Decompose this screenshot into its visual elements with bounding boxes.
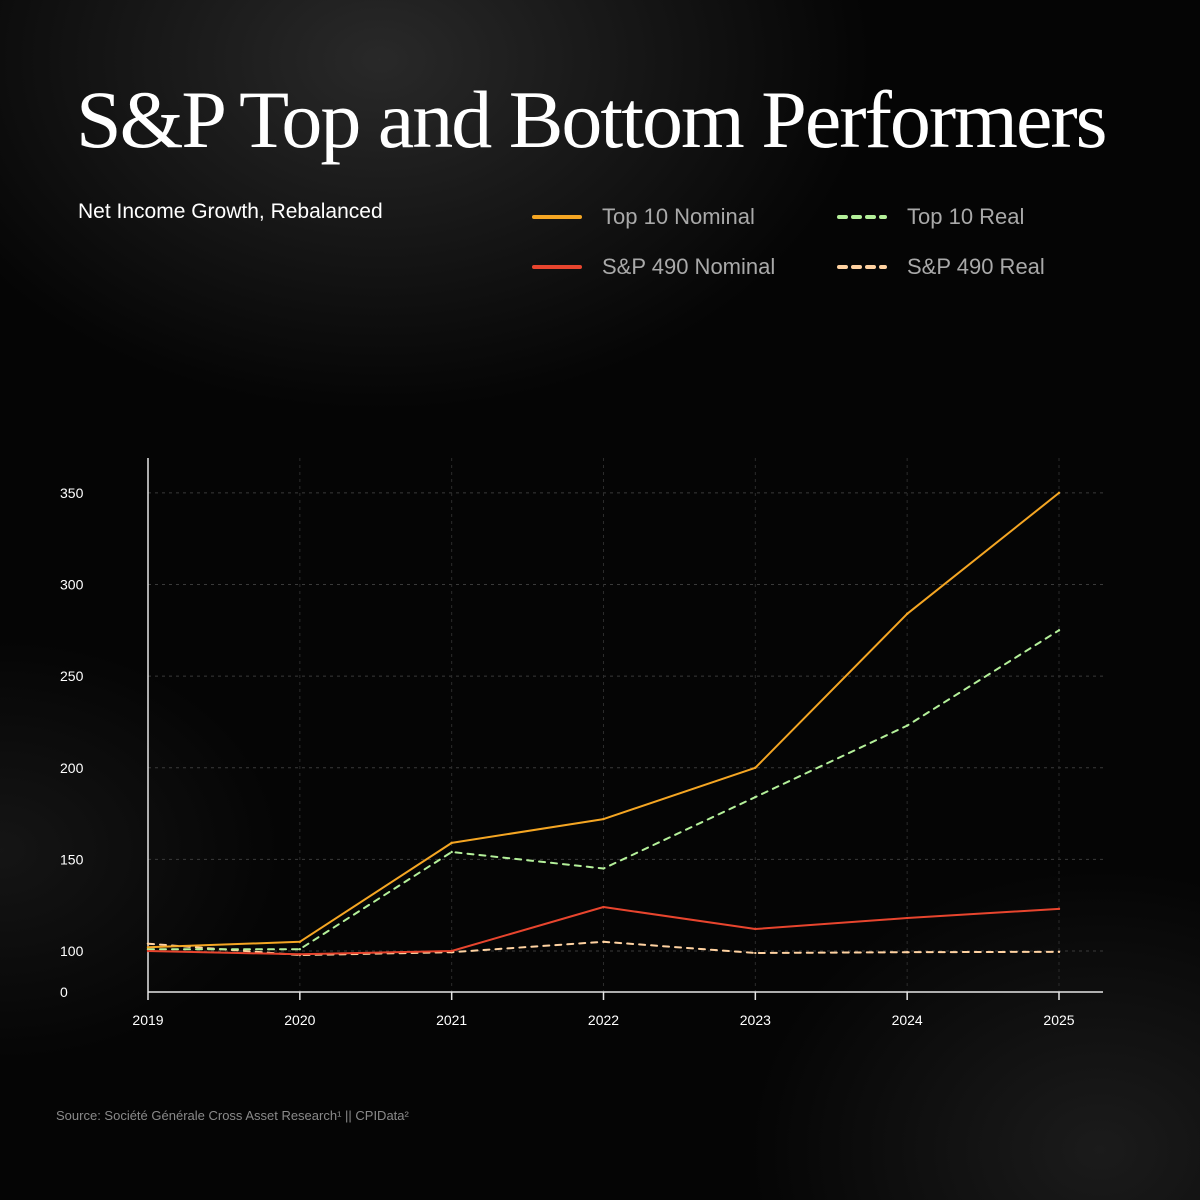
data-point-top-10-nominal-2023: [754, 766, 757, 769]
data-point-top-10-real-2023: [754, 795, 757, 799]
data-point-sp-490-real-2024: [905, 951, 909, 954]
data-point-top-10-real-2019: [146, 947, 150, 951]
x-tick-label-2020: 2020: [284, 1012, 315, 1028]
data-point-top-10-real-2022: [602, 867, 605, 870]
x-tick-label-2023: 2023: [740, 1012, 771, 1028]
x-tick-label-2019: 2019: [132, 1012, 163, 1028]
legend-label-sp490-nominal: S&P 490 Nominal: [602, 254, 776, 279]
x-tick-label-2024: 2024: [892, 1012, 923, 1028]
data-point-sp-490-nominal-2022: [602, 905, 605, 909]
data-point-top-10-nominal-2019: [146, 946, 150, 949]
data-point-top-10-real-2024: [905, 724, 909, 727]
legend-item-top10-nominal: Top 10 Nominal: [532, 204, 755, 230]
legend-swatch-top10-nominal: [532, 215, 582, 219]
legend-item-sp490-real: S&P 490 Real: [837, 254, 1045, 280]
y-tick-label-300: 300: [60, 577, 84, 593]
x-tick-label-2025: 2025: [1043, 1012, 1074, 1028]
data-point-sp-490-nominal-2020: [298, 953, 302, 956]
legend-label-top10-real: Top 10 Real: [907, 204, 1025, 229]
data-point-top-10-real-2025: [1057, 629, 1061, 632]
source-note: Source: Société Générale Cross Asset Res…: [56, 1108, 409, 1123]
y-tick-label-200: 200: [60, 760, 84, 776]
data-point-sp-490-nominal-2024: [905, 916, 909, 920]
data-point-top-10-nominal-2022: [602, 817, 605, 821]
data-point-top-10-real-2020: [298, 947, 302, 951]
legend-swatch-sp490-real: [837, 265, 887, 269]
y-tick-label-350: 350: [60, 485, 84, 501]
legend-swatch-sp490-nominal: [532, 265, 582, 269]
legend-item-top10-real: Top 10 Real: [837, 204, 1024, 230]
data-point-sp-490-real-2019: [146, 942, 150, 945]
data-point-sp-490-real-2025: [1057, 950, 1061, 954]
y-tick-label-250: 250: [60, 668, 84, 684]
y-tick-label-150: 150: [60, 851, 84, 867]
data-point-sp-490-nominal-2021: [450, 949, 453, 953]
data-point-top-10-real-2021: [450, 850, 453, 854]
y-tick-label-100: 100: [60, 943, 84, 959]
data-point-sp-490-nominal-2019: [146, 949, 150, 953]
chart-title: S&P Top and Bottom Performers: [76, 74, 1108, 165]
data-point-top-10-nominal-2021: [450, 841, 453, 845]
data-point-top-10-nominal-2020: [298, 940, 302, 944]
data-point-top-10-nominal-2025: [1057, 491, 1061, 495]
data-point-sp-490-real-2022: [602, 940, 605, 944]
data-point-sp-490-nominal-2025: [1057, 907, 1061, 911]
legend-item-sp490-nominal: S&P 490 Nominal: [532, 254, 775, 280]
y-tick-label-0: 0: [60, 984, 68, 1000]
chart-subtitle: Net Income Growth, Rebalanced: [78, 200, 383, 223]
data-point-sp-490-nominal-2023: [754, 927, 757, 931]
legend-label-sp490-real: S&P 490 Real: [907, 254, 1045, 279]
legend-label-top10-nominal: Top 10 Nominal: [602, 204, 755, 229]
data-point-sp-490-real-2023: [754, 951, 757, 955]
x-tick-label-2022: 2022: [588, 1012, 619, 1028]
x-tick-label-2021: 2021: [436, 1012, 467, 1028]
data-point-top-10-nominal-2024: [905, 612, 909, 616]
legend-swatch-top10-real: [837, 215, 887, 219]
